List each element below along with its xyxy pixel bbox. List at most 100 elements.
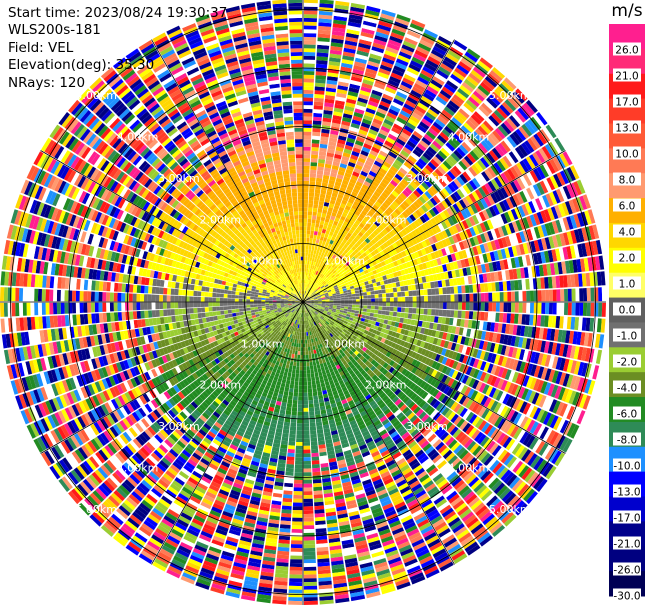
range-gate: [330, 45, 343, 52]
range-gate: [466, 328, 472, 337]
range-gate: [358, 129, 368, 136]
range-gate: [485, 152, 496, 164]
range-gate: [303, 222, 307, 227]
range-gate: [402, 40, 417, 50]
range-gate: [303, 290, 305, 295]
range-gate: [430, 378, 438, 387]
range-gate: [456, 446, 466, 457]
range-gate: [494, 127, 506, 140]
range-gate: [325, 156, 334, 162]
range-gate: [582, 194, 591, 209]
range-gate: [348, 248, 354, 254]
range-gate: [457, 310, 462, 319]
range-gate: [394, 173, 403, 181]
range-gate: [285, 410, 292, 415]
range-gate: [325, 268, 330, 273]
range-gate: [323, 310, 328, 313]
range-gate: [303, 510, 314, 515]
range-gate: [376, 246, 383, 253]
range-gate: [346, 256, 351, 262]
range-gate: [512, 91, 525, 104]
range-gate: [544, 368, 552, 381]
range-gate: [536, 478, 548, 492]
range-gate: [339, 321, 344, 325]
range-gate: [411, 245, 417, 253]
range-gate: [362, 346, 368, 352]
range-gate: [358, 39, 372, 46]
range-gate: [289, 384, 294, 389]
range-gate: [341, 315, 347, 319]
range-gate: [509, 476, 521, 489]
range-gate: [514, 291, 519, 302]
range-gate: [479, 222, 487, 233]
range-gate: [417, 250, 424, 257]
range-gate: [522, 242, 529, 255]
range-gate: [412, 149, 422, 158]
range-gate: [362, 240, 368, 247]
range-gate: [490, 364, 498, 375]
range-gate: [288, 589, 303, 594]
range-gate: [466, 75, 479, 87]
range-gate: [355, 164, 363, 171]
range-gate: [311, 286, 315, 291]
range-gate: [331, 165, 339, 171]
range-gate: [469, 150, 480, 161]
range-gate: [370, 49, 383, 57]
range-gate: [332, 270, 337, 274]
range-gate: [322, 312, 327, 316]
range-gate: [346, 137, 356, 144]
range-gate: [391, 101, 403, 110]
range-gate: [324, 102, 334, 108]
range-gate: [326, 286, 330, 290]
range-gate: [395, 350, 401, 357]
range-gate: [348, 297, 353, 300]
range-gate: [490, 217, 498, 229]
range-gate: [385, 239, 392, 246]
range-gate: [525, 254, 532, 266]
range-gate: [334, 238, 339, 243]
range-gate: [385, 311, 390, 316]
range-gate: [325, 273, 330, 278]
range-gate: [458, 363, 466, 373]
range-gate: [327, 324, 332, 329]
range-gate: [289, 570, 303, 575]
range-gate: [430, 185, 439, 195]
range-gate: [290, 555, 303, 560]
range-gate: [562, 246, 569, 260]
range-gate: [461, 345, 468, 355]
range-gate: [526, 491, 538, 505]
range-gate: [318, 239, 323, 245]
range-gate: [420, 270, 426, 277]
range-gate: [352, 296, 356, 300]
range-gate: [382, 235, 389, 242]
range-gate: [317, 306, 322, 308]
range-gate: [376, 75, 388, 83]
range-gate: [399, 317, 404, 323]
range-gate: [465, 346, 472, 356]
range-gate: [480, 233, 487, 243]
range-gate: [417, 354, 424, 362]
range-gate: [541, 290, 546, 302]
range-gate: [441, 175, 450, 185]
range-gate: [592, 365, 600, 380]
range-gate: [315, 310, 319, 314]
range-gate: [360, 200, 367, 207]
range-gate: [373, 248, 380, 255]
range-gate: [370, 294, 375, 299]
range-gate: [450, 152, 461, 163]
range-gate: [535, 150, 546, 163]
range-gate: [364, 237, 371, 244]
range-gate: [455, 242, 462, 252]
range-gate: [303, 294, 305, 299]
range-gate: [358, 323, 363, 328]
range-gate: [510, 181, 519, 193]
range-gate: [475, 87, 488, 99]
range-gate: [324, 272, 329, 277]
range-gate: [509, 196, 518, 208]
range-gate: [303, 400, 308, 405]
range-gate: [486, 374, 494, 385]
range-gate: [358, 222, 365, 229]
range-gate: [398, 181, 407, 190]
range-gate: [456, 318, 462, 327]
range-gate: [417, 347, 424, 354]
